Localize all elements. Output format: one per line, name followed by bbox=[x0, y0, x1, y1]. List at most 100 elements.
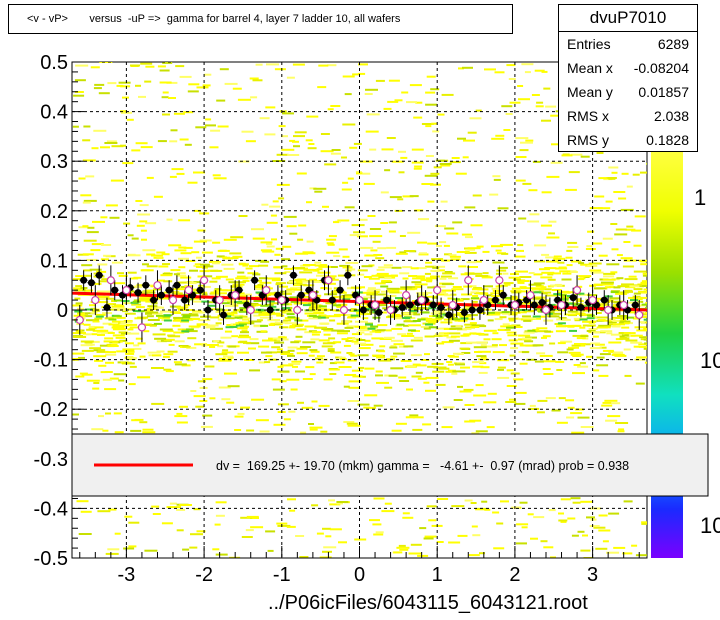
heat-cell bbox=[169, 305, 181, 308]
heat-cell bbox=[578, 278, 585, 281]
heat-cell bbox=[303, 268, 317, 271]
heat-cell bbox=[376, 356, 386, 359]
heat-cell bbox=[523, 280, 530, 282]
heat-cell bbox=[286, 288, 298, 291]
heat-cell bbox=[82, 201, 91, 204]
heat-cell bbox=[206, 324, 219, 327]
heat-cell bbox=[580, 549, 591, 552]
heat-cell bbox=[92, 387, 100, 390]
heat-cell bbox=[354, 342, 367, 345]
heat-cell bbox=[613, 546, 626, 549]
heat-cell bbox=[596, 356, 605, 359]
heat-cell bbox=[483, 401, 497, 404]
heat-cell bbox=[591, 331, 600, 334]
heat-cell bbox=[93, 282, 102, 285]
heat-cell bbox=[578, 275, 592, 278]
heat-cell bbox=[120, 110, 127, 113]
heat-cell bbox=[593, 284, 603, 286]
heat-cell bbox=[202, 414, 213, 417]
heat-cell bbox=[431, 318, 442, 321]
heat-cell bbox=[606, 263, 620, 266]
stats-row: Mean x -0.08204 bbox=[559, 56, 697, 80]
heat-cell bbox=[609, 297, 620, 300]
heat-cell bbox=[116, 84, 124, 87]
heat-cell bbox=[176, 412, 183, 415]
heat-cell bbox=[83, 239, 97, 242]
heat-cell bbox=[338, 303, 348, 306]
heat-cell bbox=[607, 415, 621, 418]
heat-cell bbox=[168, 97, 176, 99]
heat-cell bbox=[388, 221, 397, 224]
heat-cell bbox=[644, 342, 647, 345]
heat-cell bbox=[432, 310, 445, 313]
heat-cell bbox=[126, 118, 134, 121]
heat-cell bbox=[414, 209, 424, 212]
heat-cell bbox=[359, 305, 372, 308]
heat-cell bbox=[264, 361, 271, 364]
heat-cell bbox=[176, 274, 187, 277]
heat-cell bbox=[384, 276, 392, 279]
heat-cell bbox=[436, 269, 445, 272]
heat-cell bbox=[180, 276, 192, 279]
heat-cell bbox=[430, 183, 441, 186]
heat-cell bbox=[528, 272, 535, 274]
heat-cell bbox=[396, 323, 405, 326]
heat-cell bbox=[394, 99, 403, 102]
heat-cell bbox=[518, 217, 527, 220]
heat-cell bbox=[494, 71, 505, 74]
heat-cell bbox=[111, 326, 125, 329]
y-tick-label: 0.4 bbox=[40, 102, 68, 124]
heat-cell bbox=[640, 281, 647, 284]
heat-cell bbox=[320, 287, 328, 289]
heat-cell bbox=[163, 368, 172, 371]
heat-cell bbox=[88, 327, 97, 330]
heat-cell bbox=[602, 237, 613, 240]
heat-cell bbox=[262, 250, 275, 253]
heat-cell bbox=[476, 355, 487, 358]
heat-cell bbox=[101, 244, 112, 246]
heat-cell bbox=[548, 311, 555, 314]
heat-cell bbox=[157, 316, 170, 319]
heat-cell bbox=[369, 148, 377, 151]
heat-cell bbox=[245, 267, 253, 270]
heat-cell bbox=[266, 245, 275, 248]
heat-cell bbox=[425, 155, 434, 157]
heat-cell bbox=[318, 404, 330, 407]
heat-cell bbox=[464, 323, 477, 326]
heat-cell bbox=[373, 533, 384, 536]
heat-cell bbox=[478, 371, 488, 374]
heat-cell bbox=[192, 297, 201, 300]
heat-cell bbox=[333, 255, 341, 258]
heat-cell bbox=[341, 294, 351, 297]
heat-cell bbox=[277, 365, 284, 368]
heat-cell bbox=[560, 520, 567, 523]
heat-cell bbox=[474, 287, 482, 290]
data-point bbox=[91, 285, 100, 315]
heat-cell bbox=[540, 276, 553, 279]
x-tick-label: -2 bbox=[195, 564, 213, 586]
heat-cell bbox=[520, 318, 529, 321]
heat-cell bbox=[602, 401, 612, 404]
heat-cell bbox=[308, 354, 315, 357]
heat-cell bbox=[373, 404, 383, 407]
heat-cell bbox=[515, 156, 527, 158]
heat-cell bbox=[413, 336, 423, 339]
heat-cell bbox=[320, 133, 330, 135]
heat-cell bbox=[284, 322, 297, 325]
heat-cell bbox=[100, 258, 109, 261]
heat-cell bbox=[274, 68, 286, 71]
heat-cell bbox=[589, 207, 603, 210]
heat-cell bbox=[118, 379, 125, 382]
heat-cell bbox=[448, 541, 461, 544]
heat-cell bbox=[620, 257, 633, 260]
heat-cell bbox=[201, 251, 213, 254]
heat-cell bbox=[116, 304, 124, 307]
heat-cell bbox=[481, 500, 488, 503]
heat-cell bbox=[353, 309, 362, 312]
heat-cell bbox=[187, 337, 197, 340]
heat-cell bbox=[162, 330, 174, 333]
heat-cell bbox=[351, 224, 365, 227]
heat-cell bbox=[625, 339, 638, 342]
heat-cell bbox=[217, 341, 225, 344]
heat-cell bbox=[641, 303, 647, 306]
